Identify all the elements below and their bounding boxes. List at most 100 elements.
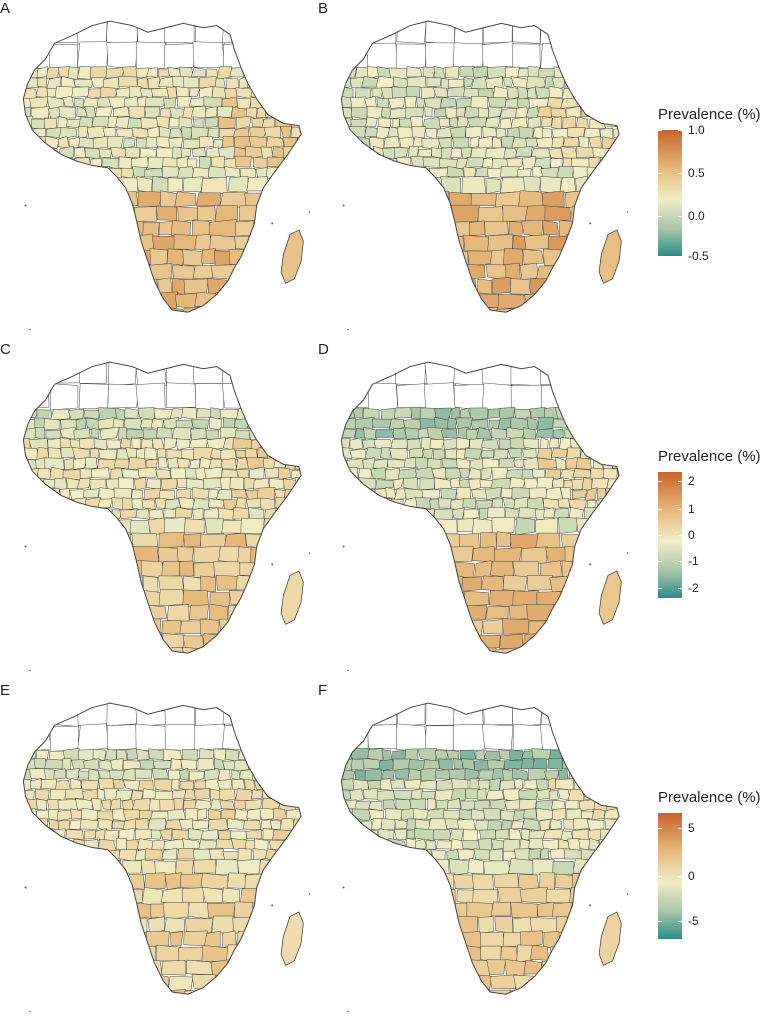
admin-region — [215, 292, 235, 308]
admin-region — [23, 517, 42, 535]
island-marker — [342, 204, 345, 207]
admin-region — [280, 44, 302, 69]
admin-region — [486, 959, 507, 976]
admin-region — [395, 987, 420, 995]
admin-region — [158, 532, 185, 549]
admin-region — [458, 263, 486, 280]
admin-region — [289, 506, 302, 520]
admin-region — [193, 545, 221, 564]
admin-region — [261, 760, 276, 770]
admin-region — [190, 67, 206, 78]
admin-region — [483, 860, 512, 876]
admin-region — [298, 407, 302, 420]
admin-region — [211, 86, 227, 99]
admin-region — [402, 946, 428, 963]
admin-region — [550, 107, 567, 119]
admin-region — [150, 903, 166, 918]
legend-row-2: Prevalence (%) 2 1 0 -1 -2 — [658, 448, 776, 608]
admin-region — [49, 383, 79, 411]
admin-region — [452, 874, 474, 890]
admin-region — [35, 798, 48, 811]
admin-region — [490, 901, 512, 917]
admin-region — [522, 438, 540, 450]
admin-region — [428, 576, 443, 592]
admin-region — [121, 604, 144, 622]
legend-tick-label: 5 — [688, 821, 695, 836]
admin-region — [270, 77, 282, 88]
admin-region — [290, 632, 302, 649]
admin-region — [402, 477, 419, 491]
admin-region — [553, 508, 569, 520]
admin-region — [23, 191, 44, 208]
admin-region — [435, 778, 455, 791]
admin-region — [341, 106, 352, 119]
admin-region — [286, 531, 302, 547]
admin-region — [264, 531, 288, 548]
admin-region — [39, 902, 66, 920]
admin-region — [357, 191, 383, 209]
admin-region — [528, 838, 546, 851]
admin-region — [73, 497, 87, 510]
admin-region — [391, 649, 411, 654]
madagascar — [280, 570, 304, 625]
admin-region — [77, 723, 109, 752]
admin-region — [50, 408, 70, 421]
admin-region — [483, 21, 513, 44]
legend-tick-label: 0.5 — [688, 165, 705, 180]
admin-region — [96, 975, 115, 991]
admin-region — [485, 789, 505, 801]
admin-region — [362, 307, 383, 313]
admin-region — [571, 489, 587, 500]
admin-region — [562, 115, 576, 129]
admin-region — [122, 944, 140, 960]
admin-region — [150, 88, 170, 98]
admin-region — [23, 848, 40, 861]
admin-region — [207, 127, 220, 139]
admin-region — [471, 76, 489, 90]
admin-region — [260, 973, 286, 992]
admin-region — [469, 959, 490, 978]
admin-region — [384, 292, 406, 310]
admin-region — [464, 604, 488, 620]
admin-region — [352, 839, 372, 852]
admin-region — [406, 850, 419, 860]
admin-region — [406, 86, 421, 100]
admin-region — [353, 532, 379, 549]
admin-region — [68, 819, 83, 830]
admin-region — [121, 468, 141, 480]
island-marker — [347, 329, 349, 330]
admin-region — [582, 68, 593, 79]
admin-region — [596, 439, 609, 450]
admin-region — [341, 221, 364, 236]
admin-region — [434, 508, 454, 521]
admin-region — [23, 362, 51, 387]
admin-region — [162, 748, 183, 761]
admin-region — [407, 277, 429, 296]
admin-region — [89, 66, 109, 79]
admin-region — [183, 930, 208, 947]
admin-region — [468, 220, 486, 236]
admin-region — [513, 777, 524, 791]
admin-region — [33, 930, 59, 949]
admin-region — [358, 959, 379, 976]
admin-region — [456, 487, 471, 501]
admin-region — [532, 126, 545, 139]
admin-region — [606, 407, 620, 421]
admin-region — [440, 147, 454, 160]
admin-region — [371, 156, 388, 169]
admin-region — [500, 945, 519, 963]
admin-region — [189, 604, 209, 621]
admin-region — [231, 292, 254, 310]
admin-region — [613, 849, 620, 860]
admin-region — [191, 820, 210, 830]
admin-region — [350, 158, 365, 170]
admin-region — [420, 767, 437, 782]
admin-region — [419, 407, 437, 420]
admin-region — [350, 106, 368, 120]
admin-region — [275, 769, 288, 782]
admin-region — [576, 146, 596, 158]
admin-region — [111, 820, 126, 829]
admin-region — [194, 292, 218, 307]
admin-region — [353, 589, 371, 606]
admin-region — [270, 988, 287, 995]
